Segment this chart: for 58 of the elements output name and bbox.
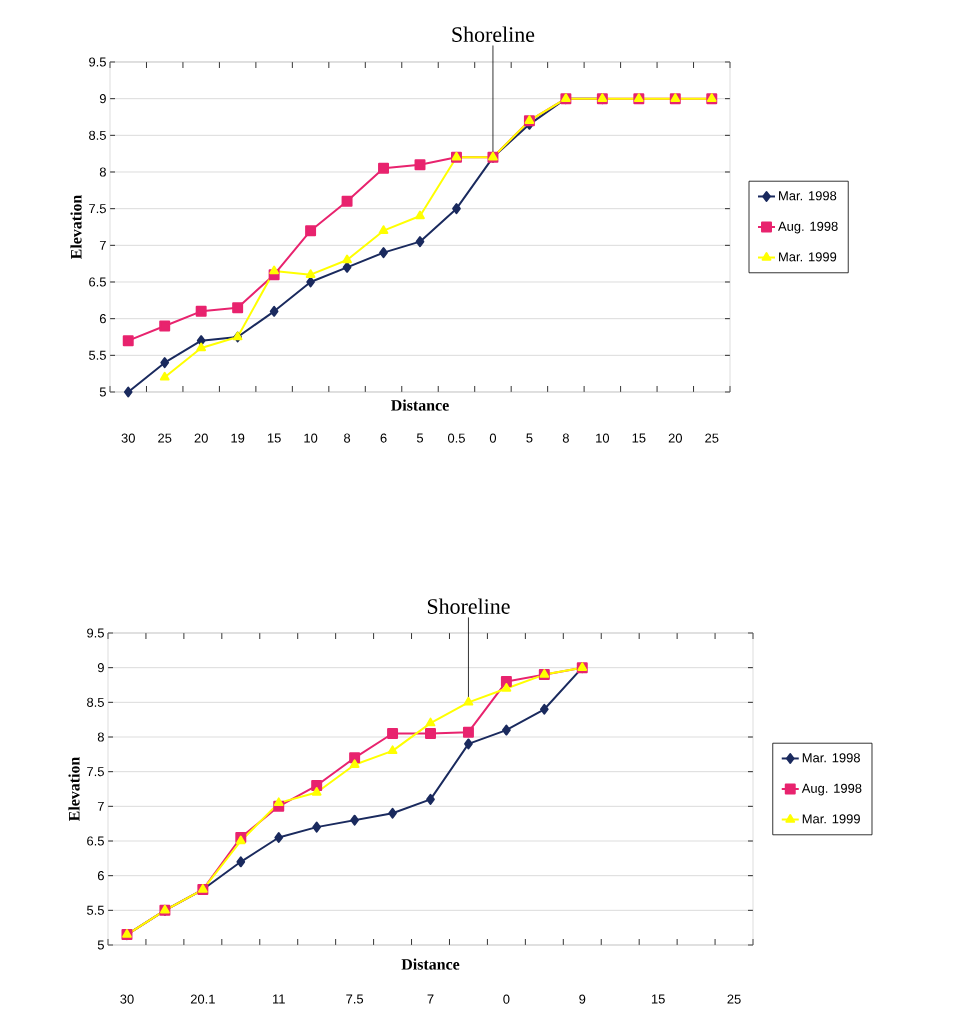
x-tick-label: 8 <box>344 433 351 443</box>
y-tick-label: 5.5 <box>88 350 106 360</box>
ref-line-label: Shoreline <box>452 26 535 42</box>
y-tick-label: 9.5 <box>89 57 106 67</box>
y-tick-label: 9 <box>97 663 104 673</box>
x-tick-label: 0.5 <box>447 433 465 443</box>
x-tick-label: 15 <box>651 994 665 1004</box>
x-tick-label: 19 <box>231 433 245 443</box>
x-tick-label: 7.5 <box>346 994 364 1004</box>
x-tick-label: 10 <box>596 433 610 443</box>
legend-label: Aug. 1998 <box>801 783 862 796</box>
legend-label: Mar. 1998 <box>802 753 860 763</box>
x-tick-label: 10 <box>304 433 318 443</box>
x-tick-label: 0 <box>489 433 497 443</box>
x-tick-label: 30 <box>121 433 135 443</box>
annotation: Shoreline <box>427 598 510 614</box>
x-tick-label: 25 <box>727 994 741 1004</box>
y-tick-label: 6 <box>97 871 104 881</box>
y-tick-label: 5 <box>99 387 106 397</box>
legend-label: Mar. 1998 <box>779 191 837 201</box>
x-tick-label: 5 <box>526 433 533 443</box>
y-tick-label: 8.5 <box>89 130 106 140</box>
y-axis-title: Elevation <box>70 194 82 260</box>
y-tick-label: 7.5 <box>89 204 106 214</box>
x-tick-label: 20 <box>668 433 682 443</box>
y-tick-label: 8.5 <box>87 697 104 707</box>
legend-label: Mar. 1999 <box>779 252 837 262</box>
x-tick-label: 11 <box>273 994 285 1004</box>
y-tick-label: 7.5 <box>87 767 104 777</box>
y-tick-label: 7 <box>99 240 106 250</box>
y-tick-label: 6 <box>99 314 106 324</box>
x-tick-label: 25 <box>705 433 719 443</box>
x-tick-label: 6 <box>380 433 387 443</box>
y-tick-label: 5 <box>97 940 104 950</box>
x-tick-label: 30 <box>120 994 134 1004</box>
x-tick-label: 7 <box>427 994 434 1004</box>
y-tick-label: 8 <box>99 167 106 177</box>
x-tick-label: 9 <box>579 994 586 1004</box>
y-tick-label: 9 <box>99 94 106 104</box>
legend-label: Aug. 1998 <box>778 221 838 234</box>
y-tick-label: 7 <box>97 801 104 811</box>
x-axis-title: Distance <box>401 958 460 970</box>
x-axis-title: Distance <box>391 399 449 411</box>
y-tick-label: 5.5 <box>86 905 104 915</box>
x-tick-label: 8 <box>562 433 569 443</box>
x-tick-label: 15 <box>632 433 646 443</box>
y-tick-label: 9.5 <box>87 628 104 638</box>
x-tick-label: 15 <box>267 433 281 443</box>
x-tick-label: 5 <box>416 433 424 443</box>
y-tick-label: 6.5 <box>89 277 106 287</box>
x-tick-label: 20.1 <box>190 994 215 1004</box>
x-tick-label: 25 <box>158 433 172 443</box>
y-axis-title: Elevation <box>68 756 80 822</box>
x-tick-label: 0 <box>503 994 510 1004</box>
legend-label: Mar. 1999 <box>802 814 860 824</box>
y-tick-label: 8 <box>97 732 104 742</box>
x-tick-label: 20 <box>194 433 208 443</box>
y-tick-label: 6.5 <box>87 836 104 846</box>
